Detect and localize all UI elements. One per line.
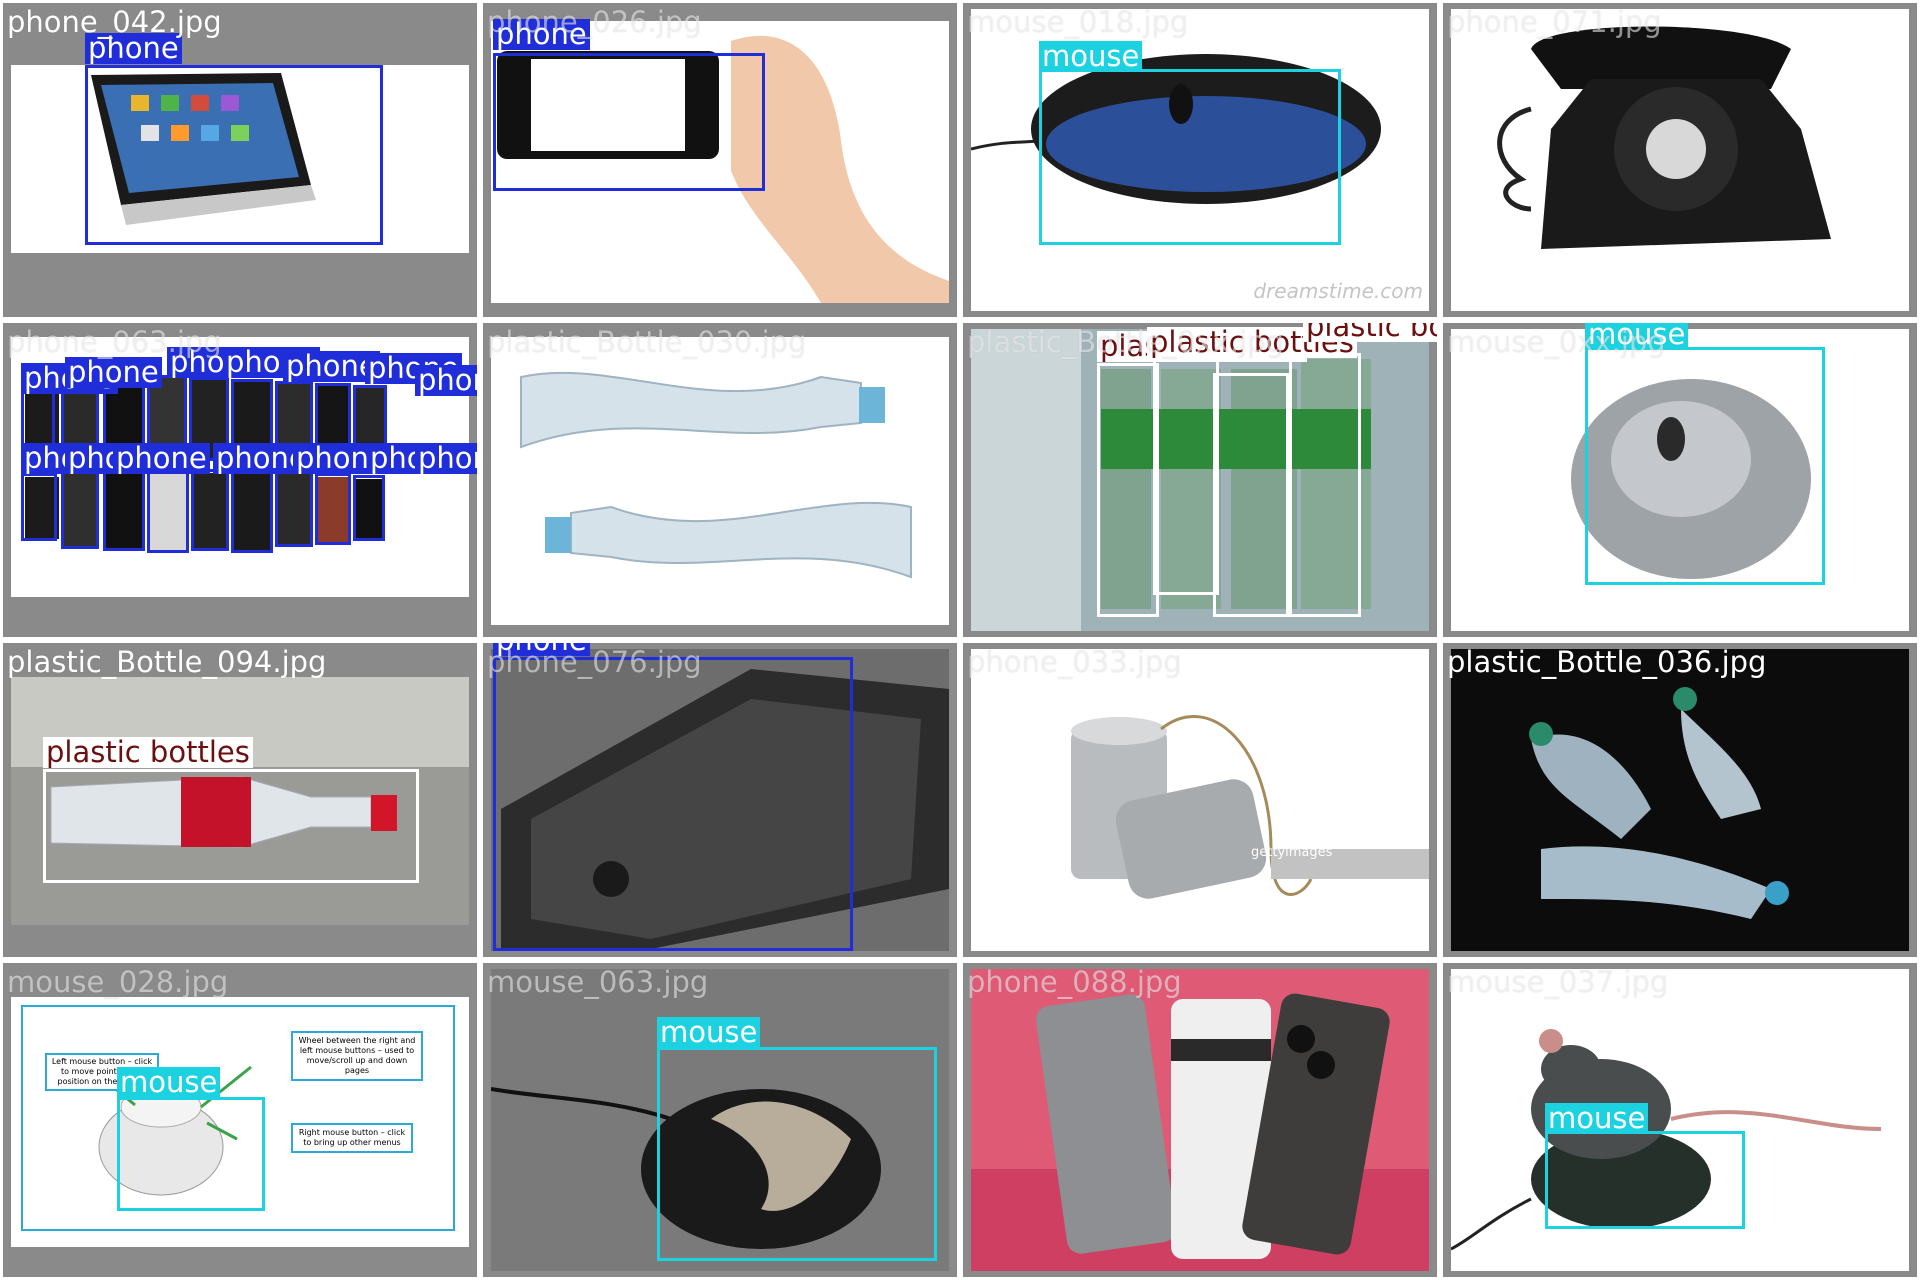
gray-mouse-illustration bbox=[1571, 379, 1811, 579]
callout-wheel: Wheel between the right and left mouse b… bbox=[291, 1031, 423, 1081]
callout-left-button: Left mouse button – click to move pointe… bbox=[45, 1053, 159, 1091]
bbox-label-phone: phone bbox=[85, 33, 182, 64]
computer-mouse-illustration bbox=[971, 54, 1381, 204]
smartphone-closeup-illustration bbox=[491, 649, 949, 951]
bbox-phone bbox=[493, 53, 765, 191]
bbox-phone bbox=[231, 469, 273, 553]
photo bbox=[1451, 329, 1909, 631]
hand-holding-phone-illustration bbox=[497, 35, 949, 303]
bbox-phone bbox=[493, 657, 853, 951]
photo: gettyimages bbox=[971, 649, 1429, 951]
bbox-mouse bbox=[657, 1047, 937, 1261]
bbox-label-phone: phone bbox=[493, 643, 590, 656]
tile-mouse-028: Left mouse button – click to move pointe… bbox=[3, 963, 477, 1277]
bbox-plastic-bottles bbox=[1153, 359, 1219, 595]
bbox-label-phone: phone bbox=[415, 443, 477, 474]
bbox-plastic-bottles bbox=[1213, 373, 1289, 617]
bbox-label-plastic-bottles: plastic bottles bbox=[1303, 323, 1437, 342]
watermark-text: gettyimages bbox=[1251, 845, 1333, 860]
bbox-mouse bbox=[1039, 69, 1341, 245]
tile-plastic-bottles-fridge: plastic bottles plastic bottles plastic … bbox=[963, 323, 1437, 637]
photo bbox=[491, 969, 949, 1271]
tile-phone-071: phone_071.jpg bbox=[1443, 3, 1917, 317]
bbox-phone bbox=[191, 469, 229, 551]
photo bbox=[1451, 9, 1909, 311]
bbox-plastic-bottles bbox=[1289, 353, 1361, 617]
bbox-label-mouse: mouse bbox=[117, 1067, 221, 1098]
bbox-label-plastic-bottles: plastic bottles bbox=[43, 737, 253, 768]
tile-phone-076: phone phone_076.jpg bbox=[483, 643, 957, 957]
bbox-phone bbox=[103, 469, 145, 551]
tile-phone-026: phone phone_026.jpg bbox=[483, 3, 957, 317]
iphone-illustration bbox=[91, 73, 316, 225]
tile-plastic-bottle-030: plastic_Bottle_030.jpg bbox=[483, 323, 957, 637]
bbox-plastic-bottles bbox=[43, 769, 419, 883]
photo bbox=[491, 337, 949, 625]
bbox-label-phone: phone bbox=[415, 365, 477, 396]
rotary-telephone-illustration bbox=[1497, 26, 1831, 249]
bbox-phone bbox=[147, 467, 189, 553]
photo bbox=[491, 649, 949, 951]
bbox-label-mouse: mouse bbox=[1039, 41, 1143, 72]
crushed-bottles-illustration bbox=[520, 371, 912, 579]
photo bbox=[1451, 649, 1909, 951]
photo bbox=[1451, 969, 1909, 1271]
bbox-phone bbox=[353, 475, 385, 541]
photo: dreamstime.com bbox=[971, 9, 1429, 311]
bbox-phone bbox=[21, 473, 57, 541]
tin-can-phone-illustration bbox=[1071, 715, 1429, 899]
bbox-phone bbox=[275, 469, 313, 547]
diagram-frame bbox=[21, 1005, 455, 1231]
rat-on-mouse-illustration bbox=[1451, 1029, 1882, 1251]
callout-right-button: Right mouse button – click to bring up o… bbox=[291, 1123, 413, 1153]
bbox-label-mouse: mouse bbox=[1545, 1103, 1649, 1134]
bbox-label-phone: phone bbox=[493, 19, 590, 50]
tile-mouse-063: mouse mouse_063.jpg bbox=[483, 963, 957, 1277]
photo bbox=[491, 21, 949, 303]
black-mouse-illustration bbox=[491, 1087, 881, 1249]
crumpled-bottles-dark-illustration bbox=[1529, 687, 1789, 919]
bbox-phone bbox=[315, 473, 351, 545]
watermark-text: dreamstime.com bbox=[1253, 279, 1423, 303]
bbox-label-mouse: mouse bbox=[1585, 323, 1689, 350]
tile-phone-088: phone_088.jpg bbox=[963, 963, 1437, 1277]
bbox-phone bbox=[61, 469, 99, 549]
tile-plastic-bottle-094: plastic bottles plastic_Bottle_094.jpg bbox=[3, 643, 477, 957]
image-filename: mouse_028.jpg bbox=[7, 965, 229, 999]
bbox-label-phone: phone bbox=[113, 443, 210, 474]
bbox-mouse bbox=[117, 1097, 265, 1211]
tile-mouse-gray: mouse mouse_0xx.jpg bbox=[1443, 323, 1917, 637]
image-filename: plastic_Bottle_094.jpg bbox=[7, 645, 327, 679]
three-phones-illustration bbox=[971, 993, 1429, 1271]
bbox-mouse bbox=[1585, 347, 1825, 585]
bbox-label-mouse: mouse bbox=[657, 1017, 761, 1048]
tile-phone-063: phone phone phone phone phone phone phon… bbox=[3, 323, 477, 637]
tile-phone-042: phone phone_042.jpg bbox=[3, 3, 477, 317]
tile-mouse-018: dreamstime.com mouse mouse_018.jpg bbox=[963, 3, 1437, 317]
photo bbox=[971, 969, 1429, 1271]
bbox-label-phone: phone bbox=[65, 357, 162, 388]
bbox-label-phone: phone bbox=[283, 351, 380, 382]
tile-mouse-037: mouse mouse_037.jpg bbox=[1443, 963, 1917, 1277]
bbox-plastic-bottles bbox=[1097, 363, 1159, 617]
photo: Left mouse button – click to move pointe… bbox=[11, 997, 469, 1247]
tile-plastic-bottle-036: plastic_Bottle_036.jpg bbox=[1443, 643, 1917, 957]
tile-phone-033: gettyimages phone_033.jpg bbox=[963, 643, 1437, 957]
bbox-mouse bbox=[1545, 1131, 1745, 1229]
bbox-phone bbox=[85, 65, 383, 245]
